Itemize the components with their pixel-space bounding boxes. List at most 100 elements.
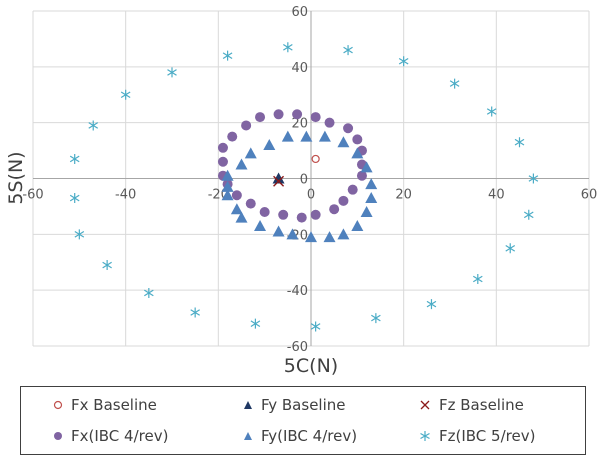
data-point — [217, 142, 228, 153]
data-point — [352, 134, 363, 145]
data-point — [310, 112, 321, 123]
data-point — [398, 56, 409, 67]
data-point — [323, 231, 336, 243]
data-point — [263, 139, 276, 150]
data-point — [486, 106, 497, 117]
axes — [33, 11, 589, 346]
data-point — [337, 228, 350, 240]
data-point — [102, 260, 112, 271]
data-point — [329, 204, 340, 215]
data-point — [272, 172, 285, 184]
y-axis-title: 5S(N) — [5, 151, 27, 204]
data-point — [74, 229, 85, 240]
legend-label: Fz(IBC 5/rev) — [439, 427, 536, 445]
data-point — [222, 50, 233, 61]
data-point — [250, 318, 261, 329]
data-point — [254, 219, 267, 231]
x-tick-label: 40 — [488, 188, 505, 203]
data-point — [231, 190, 242, 201]
data-point — [286, 228, 299, 240]
data-point — [338, 195, 349, 206]
legend-item-fy-ibc: Fy(IBC 4/rev) — [243, 427, 357, 445]
data-point — [343, 45, 353, 56]
data-point — [272, 225, 285, 237]
data-point — [528, 173, 539, 184]
data-point — [273, 175, 285, 187]
data-point — [472, 274, 483, 284]
x-axis-title: 5C(N) — [284, 355, 338, 377]
data-point — [245, 198, 256, 209]
data-point — [514, 137, 525, 148]
data-points — [69, 42, 539, 332]
data-point — [273, 109, 284, 120]
data-point — [281, 130, 294, 142]
data-point — [88, 120, 99, 131]
data-point — [278, 209, 289, 220]
data-point — [221, 189, 234, 201]
data-point — [351, 147, 364, 159]
y-tick-label: 0 — [300, 173, 308, 188]
y-tick-label: 40 — [291, 61, 308, 76]
data-point — [310, 321, 321, 332]
y-tick-label: 60 — [291, 5, 308, 20]
legend-item-fx-baseline: Fx Baseline — [53, 396, 157, 414]
data-point — [300, 130, 313, 142]
data-point — [365, 178, 378, 190]
data-point — [221, 180, 234, 192]
data-point — [227, 131, 238, 142]
y-tick-label: -60 — [287, 340, 308, 355]
legend-label: Fy(IBC 4/rev) — [261, 427, 358, 445]
data-point — [244, 147, 257, 159]
data-point — [365, 192, 378, 204]
data-point — [311, 154, 320, 164]
data-point — [217, 156, 228, 167]
triangle-icon — [244, 401, 252, 409]
triangle-icon — [244, 432, 252, 440]
data-point — [305, 231, 317, 243]
data-point — [241, 120, 252, 131]
legend-label: Fx Baseline — [71, 396, 157, 414]
legend-label: Fz Baseline — [439, 396, 524, 414]
data-point — [351, 219, 364, 231]
x-tick-label: 0 — [307, 188, 315, 203]
legend: Fx Baseline Fy Baseline Fz Baseline Fx(I… — [20, 386, 586, 455]
data-point — [259, 207, 270, 217]
x-tick-label: -40 — [115, 188, 136, 203]
data-point — [144, 287, 154, 298]
data-point — [318, 130, 331, 142]
x-tick-label: 20 — [395, 188, 412, 203]
data-point — [356, 170, 367, 181]
data-point — [347, 184, 358, 195]
legend-label: Fx(IBC 4/rev) — [71, 427, 169, 445]
data-point — [235, 211, 248, 223]
data-point — [337, 136, 350, 148]
legend-item-fz-ibc: Fz(IBC 5/rev) — [419, 427, 535, 445]
data-point — [360, 206, 373, 217]
asterisk-icon — [420, 431, 430, 441]
data-point — [324, 117, 335, 128]
legend-label: Fy Baseline — [261, 396, 346, 414]
data-point — [505, 243, 516, 254]
open-circle-icon — [53, 400, 63, 410]
data-point — [235, 158, 248, 170]
data-point — [523, 209, 534, 220]
data-point — [296, 212, 307, 223]
legend-item-fy-baseline: Fy Baseline — [243, 396, 346, 414]
data-point — [283, 42, 293, 53]
data-point — [69, 193, 80, 204]
data-point — [449, 78, 460, 89]
x-mark-icon — [420, 400, 430, 410]
data-point — [343, 123, 354, 134]
data-point — [310, 209, 321, 220]
data-point — [221, 169, 234, 181]
legend-item-fx-ibc: Fx(IBC 4/rev) — [53, 427, 168, 445]
data-point — [120, 89, 131, 100]
filled-circle-icon — [54, 432, 62, 440]
x-tick-label: 60 — [581, 188, 598, 203]
data-point — [167, 67, 177, 78]
data-point — [371, 313, 381, 324]
data-point — [230, 203, 243, 215]
data-point — [360, 161, 373, 173]
legend-item-fz-baseline: Fz Baseline — [419, 396, 524, 414]
